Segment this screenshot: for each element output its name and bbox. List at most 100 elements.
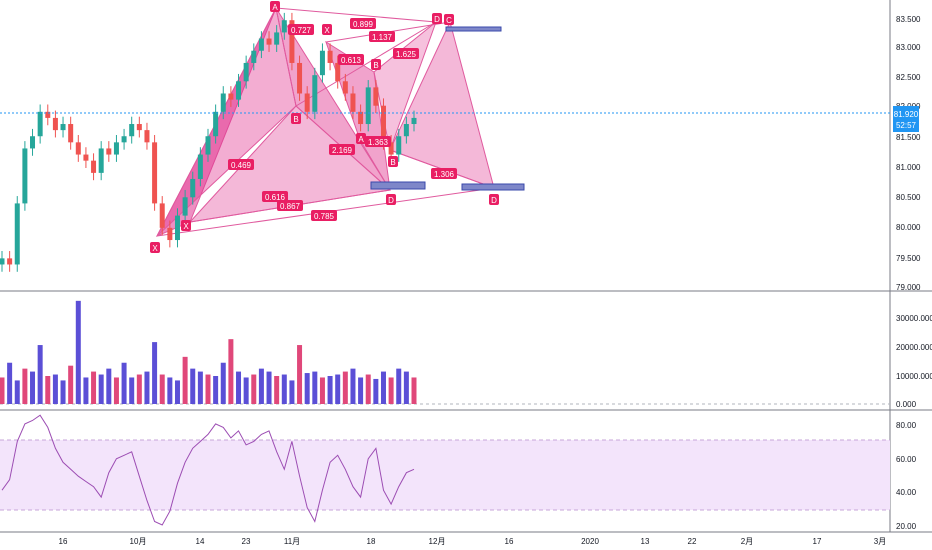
volume-bar (182, 356, 188, 404)
pattern-line[interactable] (275, 7, 437, 23)
pattern-point-badge (181, 220, 191, 231)
pattern-point-badge (356, 133, 366, 144)
rsi-tick-label: 40.00 (896, 488, 917, 497)
pattern-ratio-badge (393, 48, 419, 59)
volume-bar (274, 376, 280, 404)
candle-body (304, 93, 310, 112)
volume-bar (380, 371, 386, 404)
candle-body (380, 105, 386, 143)
volume-bar (14, 380, 20, 404)
candle-body (342, 81, 348, 94)
volume-bar (22, 368, 28, 404)
volume-bar (297, 345, 303, 404)
pattern-label-layer: AXBDCBABDDXX0.7270.8991.1370.6131.6250.4… (150, 1, 499, 253)
volume-bar (251, 374, 257, 404)
price-candles (0, 12, 417, 272)
volume-bar (190, 368, 196, 404)
time-tick-label: 3月 (874, 537, 886, 546)
volume-bars (0, 300, 417, 404)
pattern-ratio-label: 0.785 (314, 212, 335, 221)
volume-tick-label: 10000.000 (896, 372, 932, 381)
candle-body (37, 111, 43, 137)
price-axis[interactable]: 83.50083.00082.50082.00081.50081.00080.5… (896, 15, 921, 292)
price-tick-label: 79.500 (896, 254, 921, 263)
pattern-point-badge (150, 242, 160, 253)
pattern-point-label: D (491, 196, 497, 205)
candle-body (274, 32, 280, 45)
volume-bar (205, 374, 211, 404)
candle-body (52, 117, 58, 131)
volume-bar (213, 376, 219, 404)
candle-body (289, 20, 295, 63)
volume-tick-label: 0.000 (896, 400, 917, 409)
candle-body (152, 142, 158, 204)
candle-body (22, 148, 28, 204)
pattern-ratio-badge (311, 210, 337, 221)
volume-bar (30, 371, 36, 404)
target-zone-box[interactable] (370, 181, 426, 190)
pattern-ratio-label: 0.613 (341, 56, 362, 65)
time-tick-label: 14 (196, 537, 205, 546)
target-zone-box[interactable] (445, 26, 502, 32)
volume-bar (350, 368, 356, 404)
volume-bar (121, 362, 127, 404)
pattern-ratio-badge (228, 159, 254, 170)
volume-bar (144, 371, 150, 404)
candle-body (75, 142, 81, 155)
bar-countdown-label: 52:57 (896, 121, 917, 130)
candle-body (144, 130, 150, 143)
candle-body (388, 142, 394, 155)
pattern-line[interactable] (295, 21, 437, 107)
candle-body (0, 258, 5, 265)
pattern-point-label: B (390, 158, 395, 167)
price-tick-label: 80.500 (896, 193, 921, 202)
pattern-point-label: A (358, 135, 364, 144)
volume-bar (167, 377, 173, 404)
pattern-point-label: B (293, 115, 298, 124)
target-zone-box[interactable] (461, 183, 525, 191)
volume-bar (75, 300, 81, 404)
time-axis[interactable]: 16 10月 14 23 11月 18 12月 16 2020 13 22 2月 17 3月 (59, 537, 887, 546)
pattern-ratio-badge (288, 24, 314, 35)
volume-bar (388, 377, 394, 404)
candle-body (14, 203, 20, 265)
pattern-point-label: B (373, 61, 378, 70)
volume-bar (327, 376, 333, 404)
candle-body (45, 111, 51, 118)
pattern-point-label: A (272, 3, 278, 12)
price-tick-label: 83.000 (896, 43, 921, 52)
candle-body (159, 203, 165, 228)
rsi-axis[interactable]: 80.00 60.00 40.00 20.00 (896, 421, 917, 531)
candle-body (312, 75, 318, 112)
volume-axis[interactable]: 30000.000 20000.000 10000.000 0.000 (896, 314, 932, 409)
pattern-ratio-badge (338, 54, 364, 65)
candle-body (113, 142, 119, 155)
rsi-tick-label: 20.00 (896, 522, 917, 531)
pattern-ratio-badge (365, 136, 391, 147)
candle-body (121, 136, 127, 143)
pattern-ratio-badge (350, 18, 376, 29)
candle-body (167, 227, 173, 241)
time-tick-label: 10月 (130, 537, 147, 546)
candle-body (30, 136, 36, 149)
candle-body (60, 124, 66, 131)
pattern-point-badge (322, 24, 332, 35)
volume-bar (152, 342, 158, 404)
volume-bar (365, 374, 371, 404)
pattern-ratio-badge (277, 200, 303, 211)
price-tick-label: 83.500 (896, 15, 921, 24)
candle-body (7, 258, 13, 265)
candle-body (251, 50, 257, 63)
pattern-point-badge (291, 113, 301, 124)
current-price-tag: 81.920 52:57 (893, 106, 919, 132)
pattern-point-label: X (324, 26, 330, 35)
volume-bar (60, 380, 66, 404)
volume-tick-label: 30000.000 (896, 314, 932, 323)
time-tick-label: 16 (59, 537, 68, 546)
pattern-ratio-label: 0.727 (291, 26, 312, 35)
volume-bar (91, 371, 97, 404)
volume-bar (403, 371, 409, 404)
rsi-tick-label: 80.00 (896, 421, 917, 430)
rsi-tick-label: 60.00 (896, 455, 917, 464)
